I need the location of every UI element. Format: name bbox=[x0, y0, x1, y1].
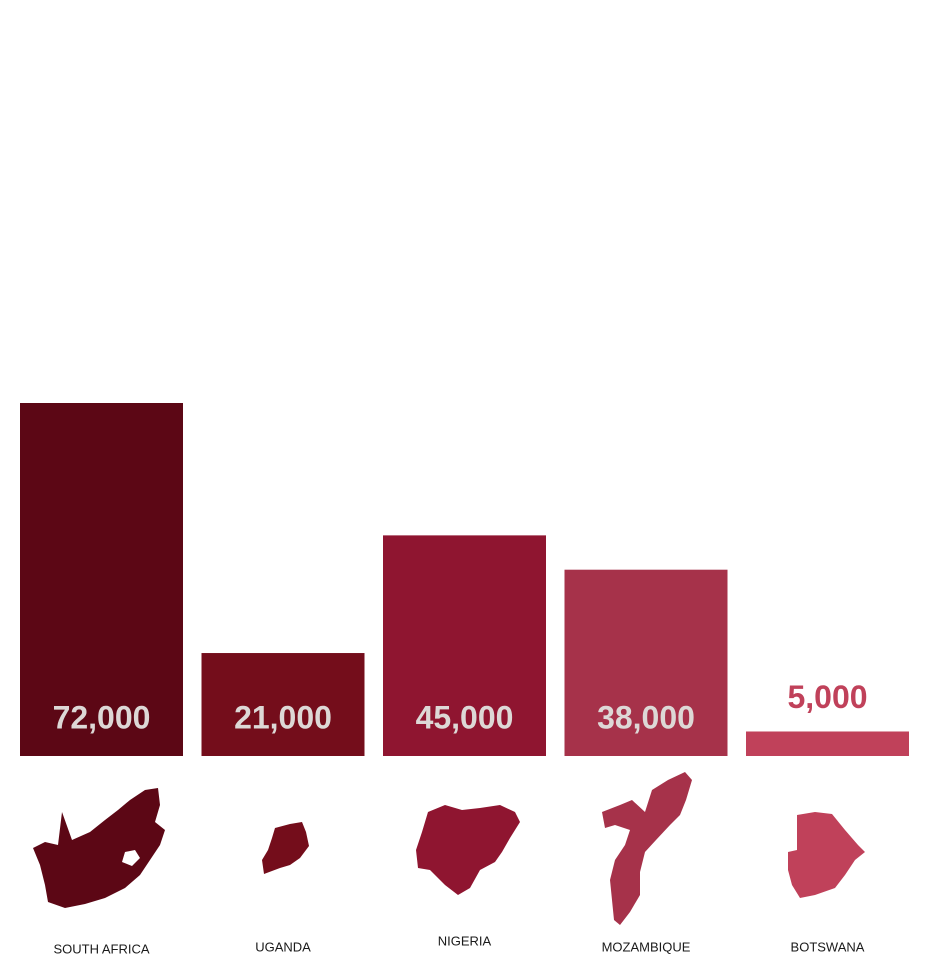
category-label: MOZAMBIQUE bbox=[602, 939, 691, 954]
map-botswana bbox=[788, 812, 865, 898]
value-label: 38,000 bbox=[597, 699, 695, 735]
bar bbox=[20, 403, 183, 756]
map-nigeria bbox=[416, 805, 520, 895]
value-label: 21,000 bbox=[234, 699, 332, 735]
bar bbox=[746, 731, 909, 756]
value-label: 45,000 bbox=[416, 699, 514, 735]
bar bbox=[201, 653, 365, 756]
value-label: 5,000 bbox=[787, 679, 867, 715]
country-shapes bbox=[33, 772, 865, 925]
map-mozambique bbox=[602, 772, 692, 925]
map-south-africa bbox=[33, 788, 165, 908]
category-label: BOTSWANA bbox=[791, 939, 865, 954]
category-label: UGANDA bbox=[255, 939, 311, 954]
value-label: 72,000 bbox=[53, 699, 151, 735]
bar bbox=[383, 535, 546, 756]
category-label: NIGERIA bbox=[438, 933, 492, 948]
bar bbox=[564, 569, 728, 756]
map-uganda bbox=[262, 822, 309, 874]
category-label: SOUTH AFRICA bbox=[53, 941, 149, 956]
